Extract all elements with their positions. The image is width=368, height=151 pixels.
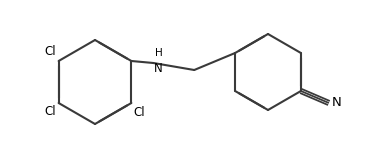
Text: N: N	[332, 96, 342, 109]
Text: Cl: Cl	[44, 105, 56, 118]
Text: N: N	[154, 62, 163, 75]
Text: Cl: Cl	[44, 45, 56, 58]
Text: Cl: Cl	[133, 106, 145, 119]
Text: H: H	[155, 48, 163, 58]
